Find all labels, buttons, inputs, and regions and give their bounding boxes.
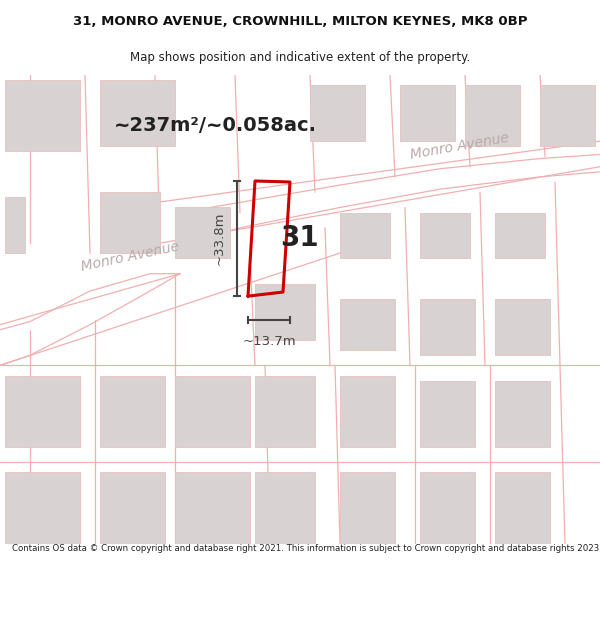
Bar <box>5 376 80 447</box>
Bar <box>100 80 175 146</box>
Bar <box>495 299 550 355</box>
Bar <box>5 198 25 253</box>
Text: Monro Avenue: Monro Avenue <box>80 239 181 274</box>
Bar <box>495 213 545 258</box>
Bar <box>5 80 80 151</box>
Bar <box>100 376 165 447</box>
Bar <box>175 376 250 447</box>
Bar <box>465 85 520 146</box>
Text: ~13.7m: ~13.7m <box>242 336 296 349</box>
Bar <box>420 381 475 447</box>
Bar <box>400 85 455 141</box>
Bar <box>175 472 250 544</box>
Bar <box>255 376 315 447</box>
Bar <box>5 472 80 544</box>
Bar <box>340 376 395 447</box>
Text: Monro Avenue: Monro Avenue <box>409 131 511 162</box>
Bar <box>100 192 160 253</box>
Bar <box>495 472 550 544</box>
Bar <box>420 213 470 258</box>
Text: Contains OS data © Crown copyright and database right 2021. This information is : Contains OS data © Crown copyright and d… <box>12 544 600 552</box>
Bar <box>340 472 395 544</box>
Text: 31: 31 <box>281 224 319 252</box>
Text: ~33.8m: ~33.8m <box>212 212 226 265</box>
Bar <box>540 85 595 146</box>
Bar <box>340 299 395 350</box>
Text: ~237m²/~0.058ac.: ~237m²/~0.058ac. <box>113 116 317 136</box>
Bar <box>100 472 165 544</box>
Bar <box>495 381 550 447</box>
Bar <box>255 472 315 544</box>
Text: Map shows position and indicative extent of the property.: Map shows position and indicative extent… <box>130 51 470 64</box>
Bar <box>310 85 365 141</box>
Bar <box>420 299 475 355</box>
Bar <box>175 208 230 258</box>
Bar <box>255 284 315 340</box>
Text: 31, MONRO AVENUE, CROWNHILL, MILTON KEYNES, MK8 0BP: 31, MONRO AVENUE, CROWNHILL, MILTON KEYN… <box>73 15 527 28</box>
Bar <box>420 472 475 544</box>
Bar <box>340 213 390 258</box>
